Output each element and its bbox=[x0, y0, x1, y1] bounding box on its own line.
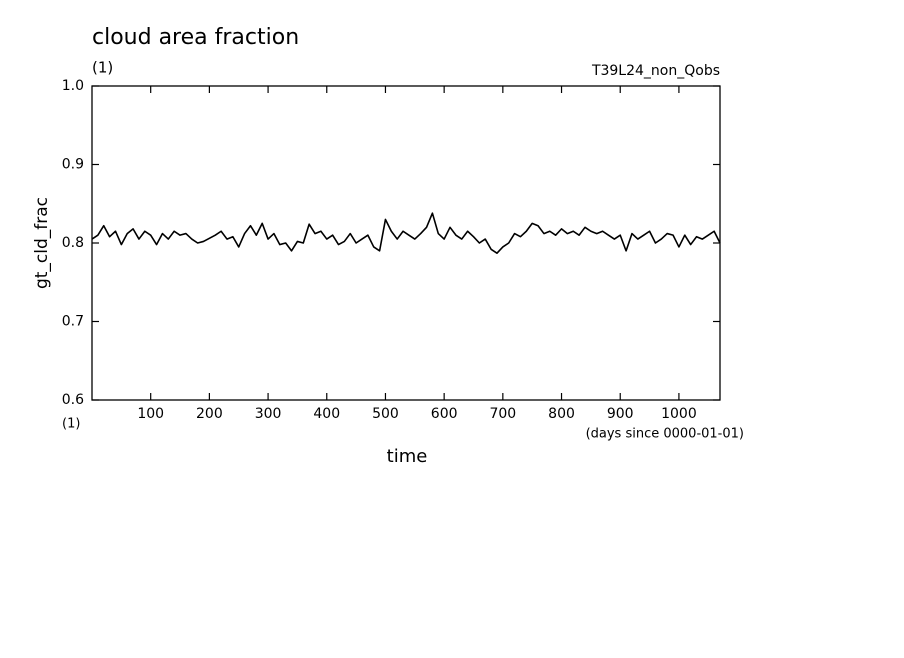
x-tick-label: 100 bbox=[137, 406, 164, 422]
run-label: T39L24_non_Qobs bbox=[591, 63, 720, 79]
x-tick-label: 500 bbox=[372, 406, 399, 422]
x-tick-label: 400 bbox=[313, 406, 340, 422]
y-tick-label: 0.6 bbox=[62, 392, 84, 408]
y-tick-label: 0.7 bbox=[62, 314, 84, 330]
x-tick-label: 1000 bbox=[661, 406, 697, 422]
chart-title: cloud area fraction bbox=[92, 25, 299, 50]
y-tick-label: 1.0 bbox=[62, 78, 84, 94]
x-tick-label: 600 bbox=[431, 406, 458, 422]
y-axis-units: (1) bbox=[62, 417, 80, 432]
x-tick-label: 200 bbox=[196, 406, 223, 422]
x-tick-label: 700 bbox=[489, 406, 516, 422]
data-line bbox=[91, 212, 721, 254]
y-tick-label: 0.8 bbox=[62, 235, 84, 251]
title-units: (1) bbox=[92, 59, 113, 77]
y-tick-label: 0.9 bbox=[62, 157, 84, 173]
y-axis-label: gt_cld_frac bbox=[32, 197, 52, 289]
x-axis-units: (days since 0000-01-01) bbox=[586, 427, 744, 442]
x-tick-label: 900 bbox=[607, 406, 634, 422]
plot-frame bbox=[91, 85, 721, 401]
x-tick-label: 300 bbox=[255, 406, 282, 422]
x-tick-label: 800 bbox=[548, 406, 575, 422]
x-axis-label: time bbox=[387, 446, 428, 467]
